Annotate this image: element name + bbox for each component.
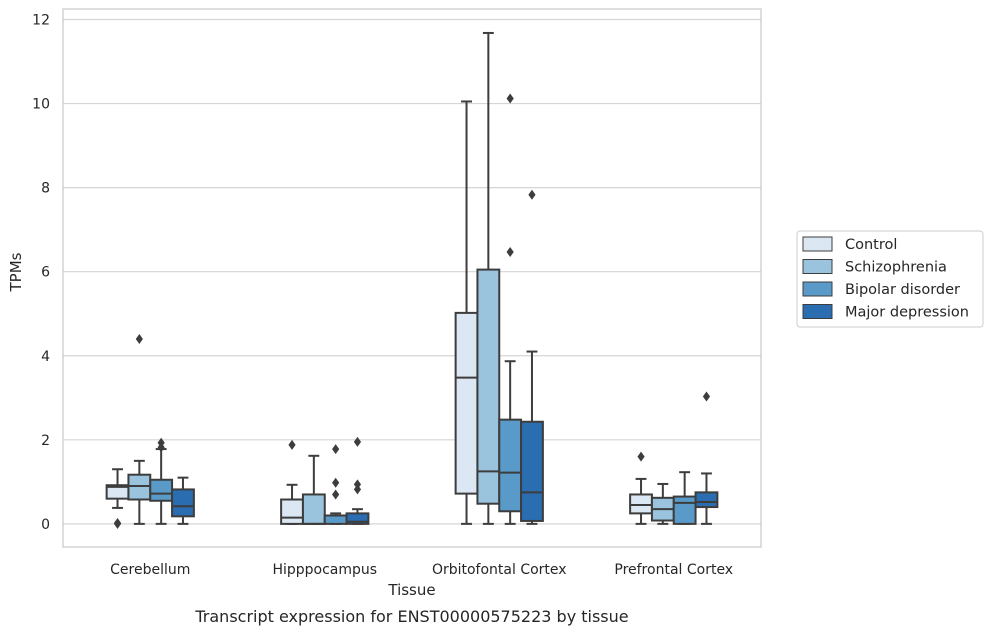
outlier-point [353,484,362,495]
y-tick-labels: 0 2 4 6 8 10 12 [32,13,50,533]
y-tick-label: 10 [32,97,50,113]
box-major-depression [345,436,370,525]
outlier-point [288,439,296,450]
legend-frame [796,230,984,328]
boxes [105,31,719,529]
y-tick-label: 8 [41,181,50,197]
box-iqr [149,478,174,502]
legend-swatch [802,236,833,252]
box-bipolar-disorder [149,437,174,525]
outlier-point [353,479,362,490]
box-control [280,439,304,525]
gridlines [63,18,761,525]
box-control [454,100,479,525]
box-iqr [672,495,697,525]
box-iqr [171,488,195,518]
outlier-point [332,477,340,488]
box-iqr [454,311,479,495]
y-tick-label: 12 [32,13,50,29]
box-schizophrenia [650,482,675,525]
outlier-point [637,451,645,462]
legend-label: Schizophrenia [845,260,947,276]
box-major-depression [171,476,195,525]
x-tick-label: Prefrontal Cortex [614,562,733,578]
box-bipolar-disorder [323,444,348,525]
box-iqr [520,420,544,522]
legend-label: Control [845,237,897,253]
box-schizophrenia [476,31,501,525]
outlier-point [702,391,711,402]
outlier-point [506,93,514,104]
legend-label: Bipolar disorder [845,282,960,298]
box-iqr [127,473,152,501]
box-iqr [498,418,523,513]
legend-swatch [802,259,833,274]
y-tick-label: 4 [41,349,50,365]
box-iqr [301,493,326,525]
x-tick-labels: Cerebellum Hipppocampus Orbitofontal Corte… [110,562,733,578]
x-axis-label: Tissue [387,581,435,599]
legend-swatch [802,304,833,319]
y-axis-label: TPMs [7,252,25,292]
box-major-depression [694,391,719,525]
box-bipolar-disorder [672,471,697,525]
legend-swatch [802,281,833,297]
plot-frame [62,8,762,548]
x-tick-label: Hipppocampus [272,562,377,578]
outlier-point [528,189,536,200]
outlier-point [113,518,122,529]
outlier-point [157,437,165,448]
y-tick-label: 6 [41,265,50,281]
outlier-point [332,489,340,500]
y-tick-label: 0 [41,517,50,533]
outlier-point [506,246,514,257]
box-iqr [629,493,653,515]
box-iqr [345,512,370,525]
box-major-depression [520,189,544,525]
outlier-point [332,444,340,455]
outlier-point [353,436,362,447]
box-control [105,468,130,529]
box-iqr [694,491,719,509]
y-tick-label: 2 [41,433,50,449]
box-schizophrenia [127,333,152,525]
box-iqr [476,268,501,505]
box-schizophrenia [301,454,326,525]
chart-caption: Transcript expression for ENST0000057522… [194,607,628,626]
x-tick-label: Cerebellum [110,562,190,578]
box-bipolar-disorder [498,93,523,525]
legend-label: Major depression [845,305,969,321]
outlier-point [135,333,143,344]
box-iqr [280,498,304,525]
x-tick-label: Orbitofontal Cortex [432,562,567,578]
box-iqr [323,514,348,525]
box-control [629,451,653,525]
legend: Control Schizophrenia Bipolar disorder Majo… [796,230,984,328]
